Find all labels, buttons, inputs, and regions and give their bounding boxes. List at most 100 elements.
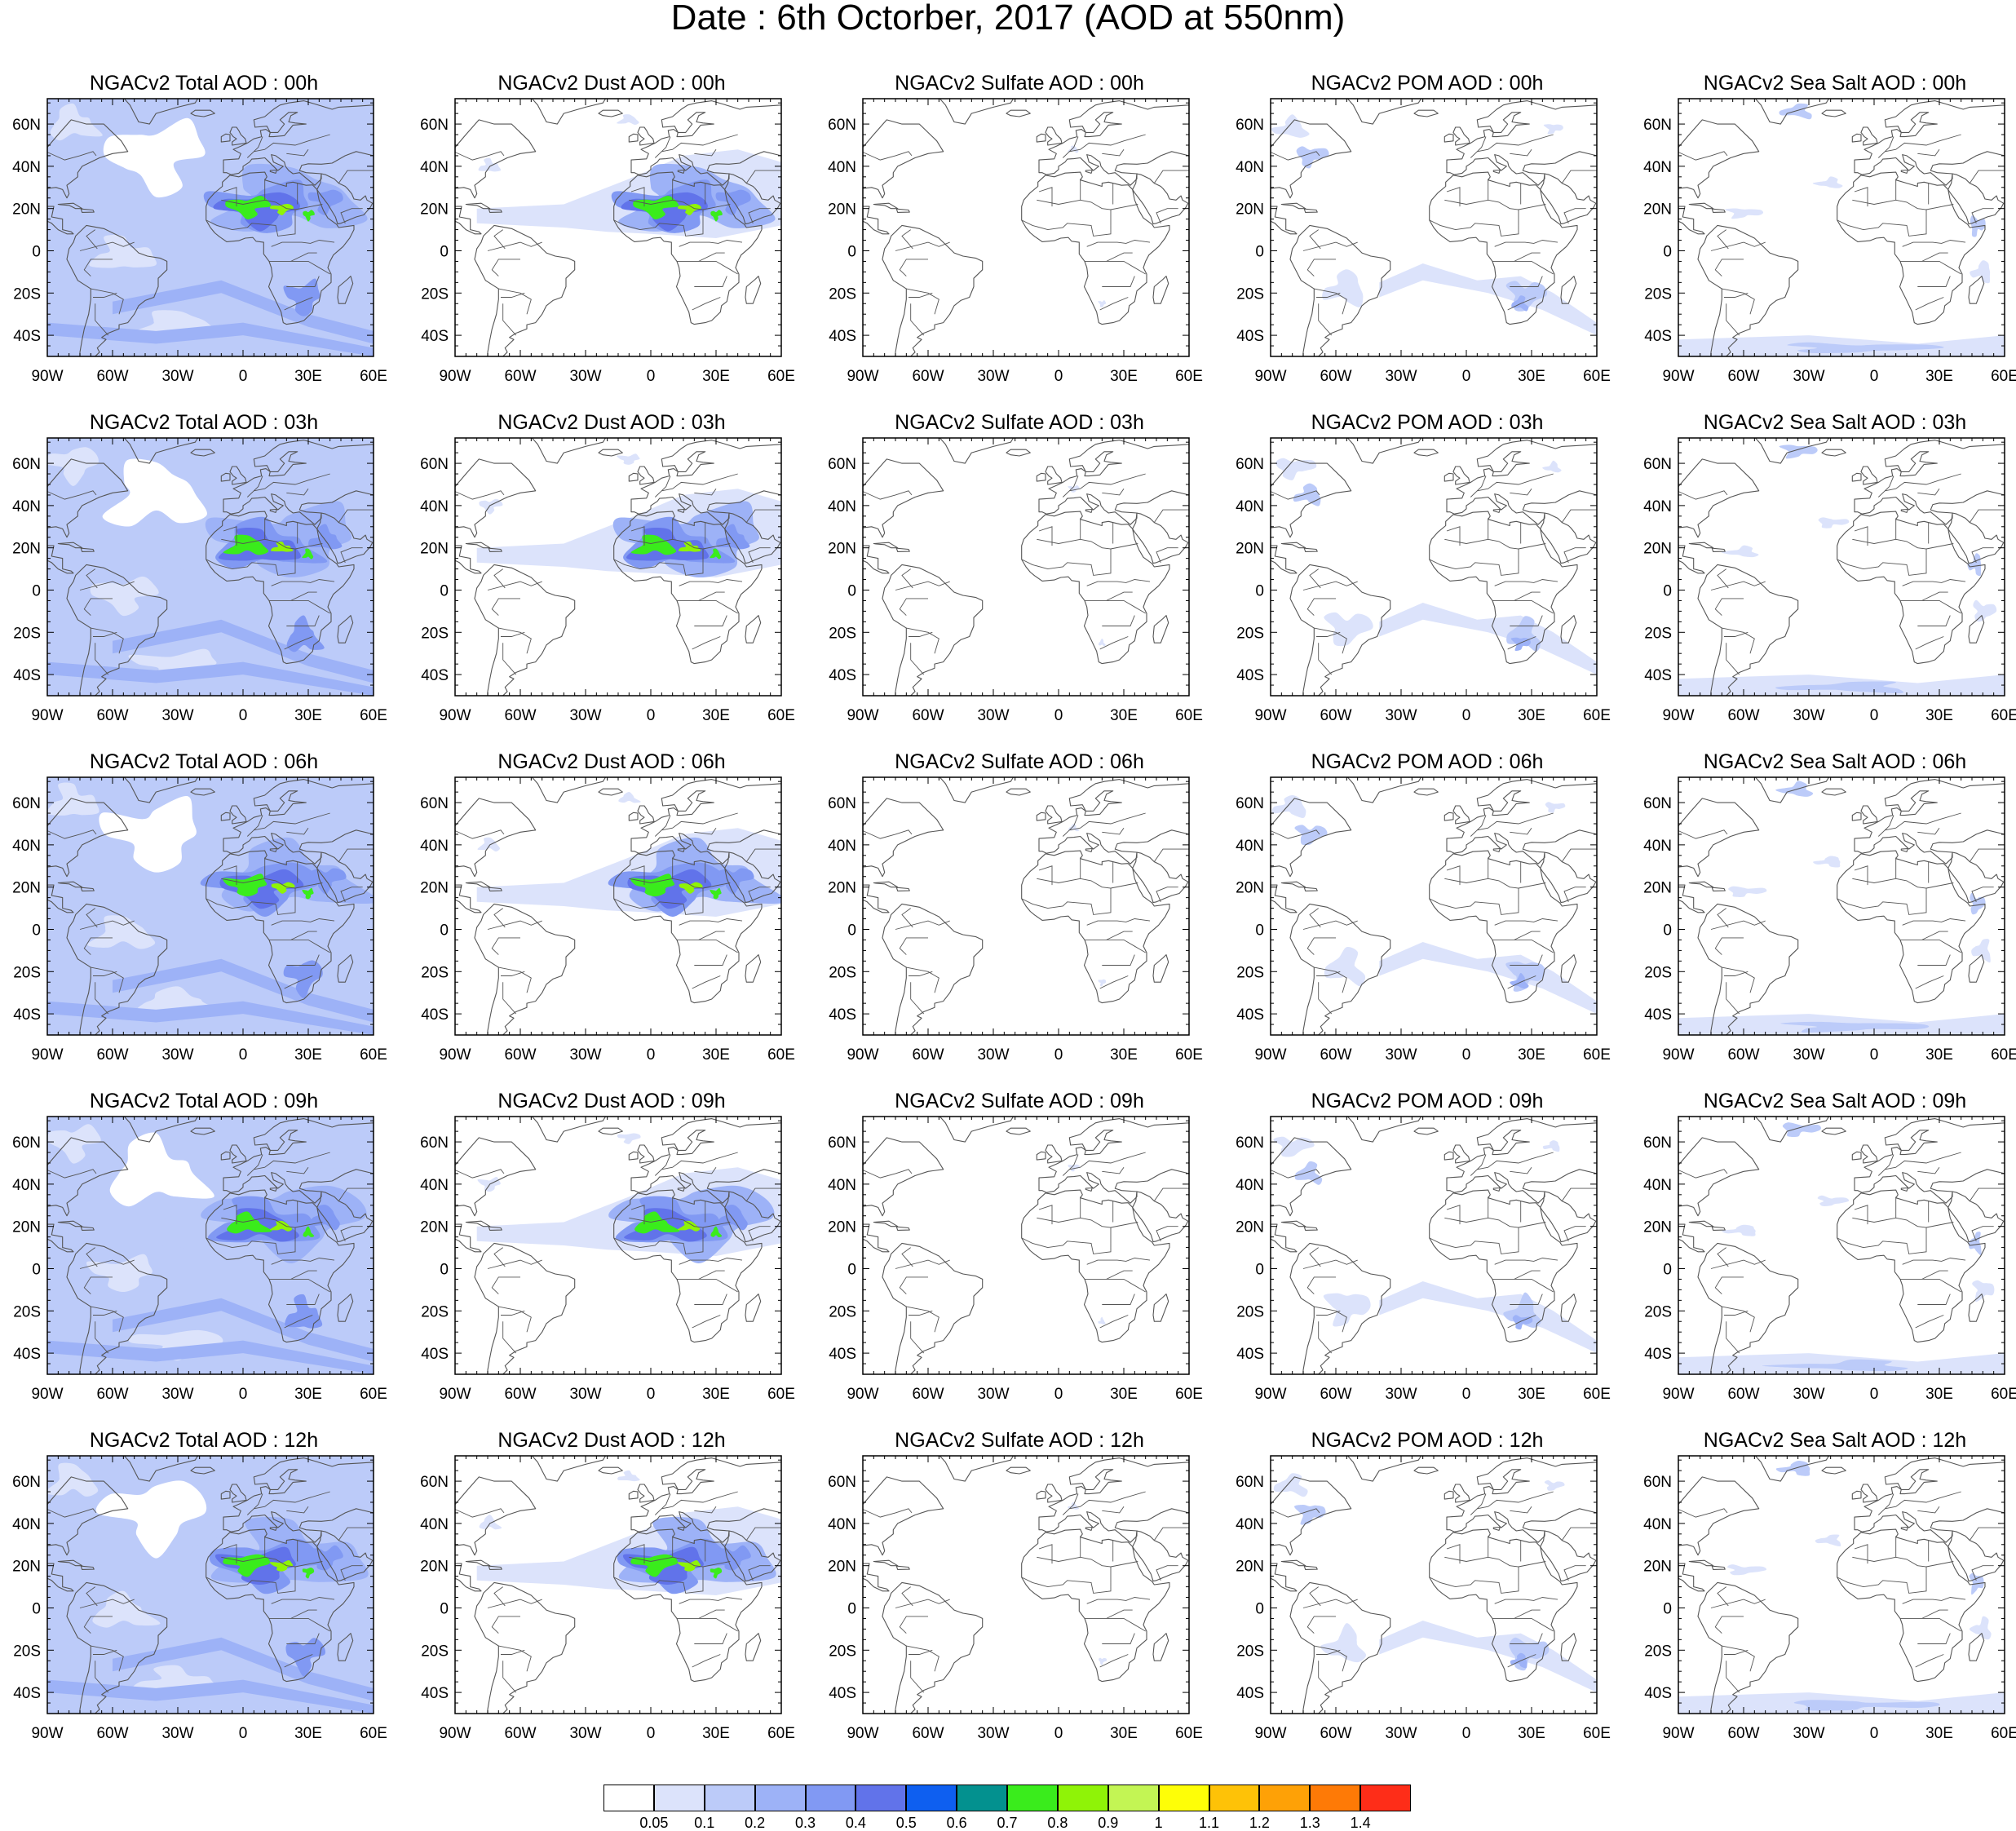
aod-band — [113, 280, 374, 344]
country-border — [1086, 1258, 1151, 1265]
country-border — [1477, 134, 1554, 153]
x-tick-label: 90W — [31, 1386, 63, 1403]
country-border — [745, 170, 781, 184]
country-border — [493, 568, 506, 589]
country-border — [895, 1599, 950, 1608]
map-panel-dust-09h: NGACv2 Dust AOD : 09h 90W 60W 30W 0 30E 60E 60N… — [408, 1089, 816, 1423]
country-border — [1877, 1493, 1894, 1515]
coastline-europe — [1854, 1457, 2005, 1543]
x-tick-label: 60W — [912, 368, 944, 385]
country-border — [1069, 812, 1146, 831]
coastline-ireland — [1443, 133, 1454, 143]
country-border — [1722, 288, 1755, 315]
coastline-iceland — [1006, 109, 1031, 117]
x-tick-label: 90W — [1662, 1046, 1694, 1064]
coastline-great-britain — [1860, 466, 1878, 485]
x-tick-label: 0 — [239, 1725, 248, 1742]
coastline-central-america — [455, 545, 482, 574]
y-tick-label: 60N — [12, 117, 41, 134]
coastline-hispaniola — [895, 208, 910, 213]
country-border — [338, 1527, 374, 1541]
country-border — [340, 1565, 363, 1581]
coastline-arabia — [316, 1530, 374, 1582]
country-border — [1726, 1321, 1740, 1354]
country-border — [1900, 939, 1961, 953]
aod-patch — [1543, 124, 1563, 135]
aod-patch — [1545, 802, 1566, 813]
panel-title: NGACv2 Total AOD : 09h — [89, 1090, 319, 1112]
x-tick-label: 30W — [1385, 707, 1417, 724]
coastline-italy-sicily — [677, 847, 685, 852]
x-tick-label: 60W — [912, 1725, 944, 1742]
country-border — [1969, 848, 2005, 862]
coastline-caribbean — [1280, 881, 1306, 888]
y-tick-label: 20S — [13, 285, 41, 303]
coastline-ireland — [628, 1151, 639, 1161]
x-tick-label: 60E — [1175, 368, 1203, 385]
biomass-smoke — [283, 278, 321, 316]
coastline-europe — [1854, 779, 2005, 865]
y-tick-label: 0 — [847, 1261, 856, 1278]
country-border — [271, 918, 335, 926]
y-tick-label: 0 — [440, 1261, 449, 1278]
clean-air-region — [109, 1132, 214, 1207]
map-panel-seasalt-03h: NGACv2 Sea Salt AOD : 03h 90W 60W 30W 0 30E 60… — [1631, 410, 2016, 745]
coastline-africa — [613, 171, 763, 325]
country-border — [83, 1276, 113, 1294]
country-border — [1318, 982, 1333, 1015]
y-tick-label: 60N — [420, 795, 449, 812]
coastline-north-america — [863, 119, 944, 199]
y-tick-label: 40S — [1644, 1006, 1672, 1024]
country-border — [1492, 260, 1554, 275]
x-tick-label: 60E — [767, 1725, 795, 1742]
country-border — [1710, 1599, 1766, 1608]
y-tick-label: 60N — [12, 795, 41, 812]
y-tick-label: 20S — [421, 964, 449, 981]
x-tick-label: 0 — [1462, 707, 1471, 724]
country-border — [1563, 1565, 1586, 1581]
y-tick-label: 60N — [1236, 795, 1264, 812]
country-border — [692, 297, 721, 311]
coastline-south-america — [66, 564, 168, 696]
y-tick-label: 40N — [828, 1516, 856, 1533]
country-border — [0, 860, 32, 874]
country-border — [1062, 1154, 1079, 1176]
y-tick-label: 20S — [829, 964, 856, 981]
country-border — [1446, 187, 1461, 207]
country-border — [1446, 1544, 1461, 1564]
country-border — [1885, 134, 1961, 153]
country-border — [1477, 812, 1554, 831]
country-border — [1678, 151, 1728, 161]
biomass-smoke — [1323, 1293, 1371, 1327]
clean-air-region — [102, 458, 207, 527]
colorbar-swatch — [1209, 1785, 1260, 1811]
x-tick-label: 30E — [294, 707, 322, 724]
x-tick-label: 30E — [1518, 1725, 1545, 1742]
country-border — [1153, 1527, 1189, 1541]
country-border — [748, 208, 771, 223]
country-border — [47, 829, 97, 839]
coastline-italy-sicily — [1085, 847, 1093, 852]
sea-salt-patch — [1787, 342, 1944, 354]
sea-salt-patch — [1721, 545, 1759, 558]
country-border — [1518, 882, 1546, 889]
country-border — [1510, 827, 1532, 835]
x-tick-label: 30W — [569, 1386, 601, 1403]
country-border — [0, 182, 32, 196]
coastline-great-britain — [1860, 1144, 1878, 1164]
x-tick-label: 30E — [1518, 1386, 1545, 1403]
aod-band — [47, 661, 374, 696]
country-border — [1510, 1506, 1532, 1514]
country-border — [1316, 1649, 1341, 1655]
colorbar-label: 0.3 — [794, 1815, 816, 1831]
country-border — [0, 1200, 32, 1214]
country-border — [1518, 1561, 1546, 1568]
x-tick-label: 60W — [96, 1046, 128, 1064]
x-tick-label: 90W — [31, 1046, 63, 1064]
x-tick-label: 60W — [504, 1386, 536, 1403]
y-tick-label: 40S — [1236, 1006, 1264, 1024]
country-border — [1510, 148, 1532, 157]
country-border — [1561, 848, 1597, 862]
y-tick-label: 0 — [847, 1600, 856, 1617]
sea-salt-patch — [1728, 886, 1767, 897]
